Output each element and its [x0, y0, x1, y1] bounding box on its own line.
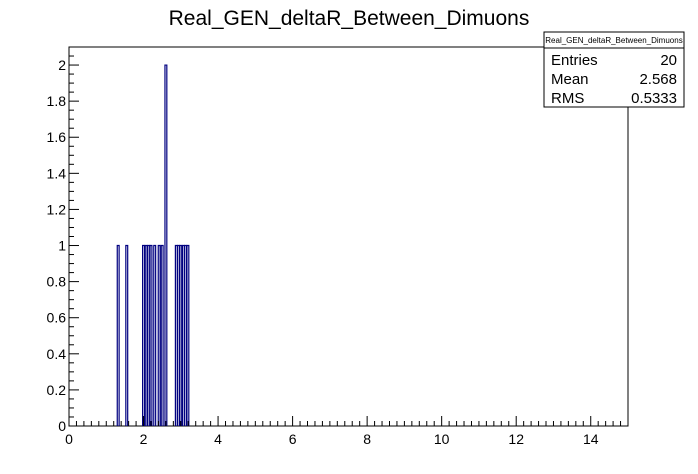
y-tick-label: 0.2 — [47, 382, 67, 398]
histogram-bar — [149, 244, 153, 426]
x-tick-label: 12 — [508, 431, 524, 447]
x-tick-label: 14 — [583, 431, 599, 447]
y-tick-label: 0 — [58, 418, 66, 434]
histogram-bar — [181, 244, 185, 426]
y-axis: 0 0.2 0.4 0.6 0.8 1 1.2 1.4 1.6 1.8 2 — [47, 46, 79, 434]
y-tick-label: 2 — [58, 57, 66, 73]
histogram-bars — [116, 64, 190, 426]
histogram-bar — [144, 244, 148, 426]
x-tick-label: 10 — [434, 431, 450, 447]
y-tick-label: 1 — [58, 238, 66, 254]
histogram-bar — [184, 244, 188, 426]
histogram-bar — [174, 244, 178, 426]
x-tick-label: 6 — [289, 431, 297, 447]
histogram-bar — [179, 244, 183, 426]
stats-box: Real_GEN_deltaR_Between_Dimuons Entries … — [543, 31, 685, 108]
stats-box-title: Real_GEN_deltaR_Between_Dimuons — [545, 36, 682, 45]
stats-rms-label: RMS — [551, 90, 584, 107]
stats-entries-value: 20 — [660, 52, 677, 69]
x-tick-label: 4 — [214, 431, 222, 447]
x-axis: 0 2 4 6 8 10 12 14 — [65, 416, 629, 447]
y-tick-label: 1.6 — [47, 129, 67, 145]
histogram-bar — [177, 244, 181, 426]
histogram-bar — [164, 64, 168, 426]
y-tick-label: 1.8 — [47, 93, 67, 109]
y-tick-label: 0.4 — [47, 346, 67, 362]
histogram-bar — [147, 244, 151, 426]
y-tick-label: 1.2 — [47, 201, 67, 217]
histogram-bar — [160, 244, 164, 426]
chart-title: Real_GEN_deltaR_Between_Dimuons — [169, 7, 530, 30]
x-tick-label: 0 — [65, 431, 73, 447]
stats-mean-label: Mean — [551, 71, 589, 88]
stats-mean-value: 2.568 — [639, 71, 677, 88]
histogram-bar — [186, 244, 190, 426]
x-tick-label: 2 — [140, 431, 148, 447]
stats-box-frame — [543, 31, 685, 108]
histogram-bar — [142, 244, 146, 426]
histogram-bar — [125, 244, 129, 426]
stats-entries-label: Entries — [551, 52, 598, 69]
y-tick-label: 1.4 — [47, 165, 67, 181]
y-tick-label: 0.8 — [47, 274, 67, 290]
stats-rms-value: 0.5333 — [631, 90, 677, 107]
x-tick-label: 8 — [363, 431, 371, 447]
histogram-bar — [157, 244, 161, 426]
y-tick-label: 0.6 — [47, 310, 67, 326]
histogram-bar — [116, 244, 120, 426]
histogram-bar — [153, 244, 157, 426]
